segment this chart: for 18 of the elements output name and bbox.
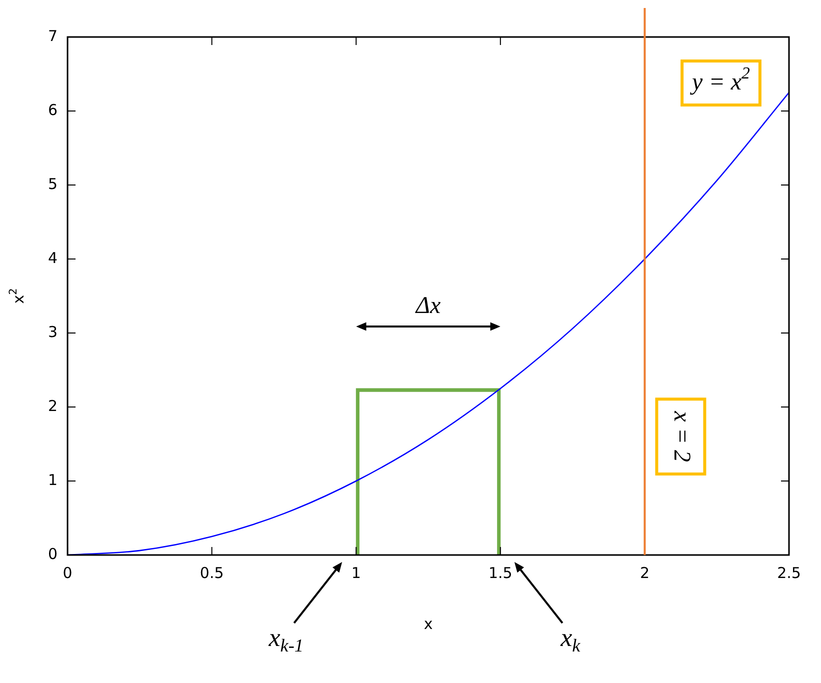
- y-tick-label: 2: [48, 396, 58, 415]
- x-tick-label: 1: [351, 564, 361, 582]
- x-tick-label: 0.5: [200, 564, 224, 582]
- x-tick-label: 2.5: [777, 564, 801, 582]
- y-tick-label: 4: [48, 248, 58, 267]
- y-tick-label: 6: [48, 100, 58, 119]
- x-tick-label: 1.5: [488, 564, 512, 582]
- x-axis-title: x: [424, 614, 433, 633]
- x-tick-label: 0: [62, 564, 72, 582]
- y-tick-label: 7: [48, 26, 58, 45]
- y-tick-label: 5: [48, 174, 58, 193]
- ref-line-label: x = 2: [668, 410, 694, 462]
- y-axis-title: x2: [8, 288, 28, 304]
- x-tick-label: 2: [640, 564, 650, 582]
- y-tick-label: 1: [48, 470, 58, 489]
- y-tick-label: 3: [48, 322, 58, 341]
- y-tick-label: 0: [48, 544, 58, 563]
- annotation: Δx: [414, 292, 441, 319]
